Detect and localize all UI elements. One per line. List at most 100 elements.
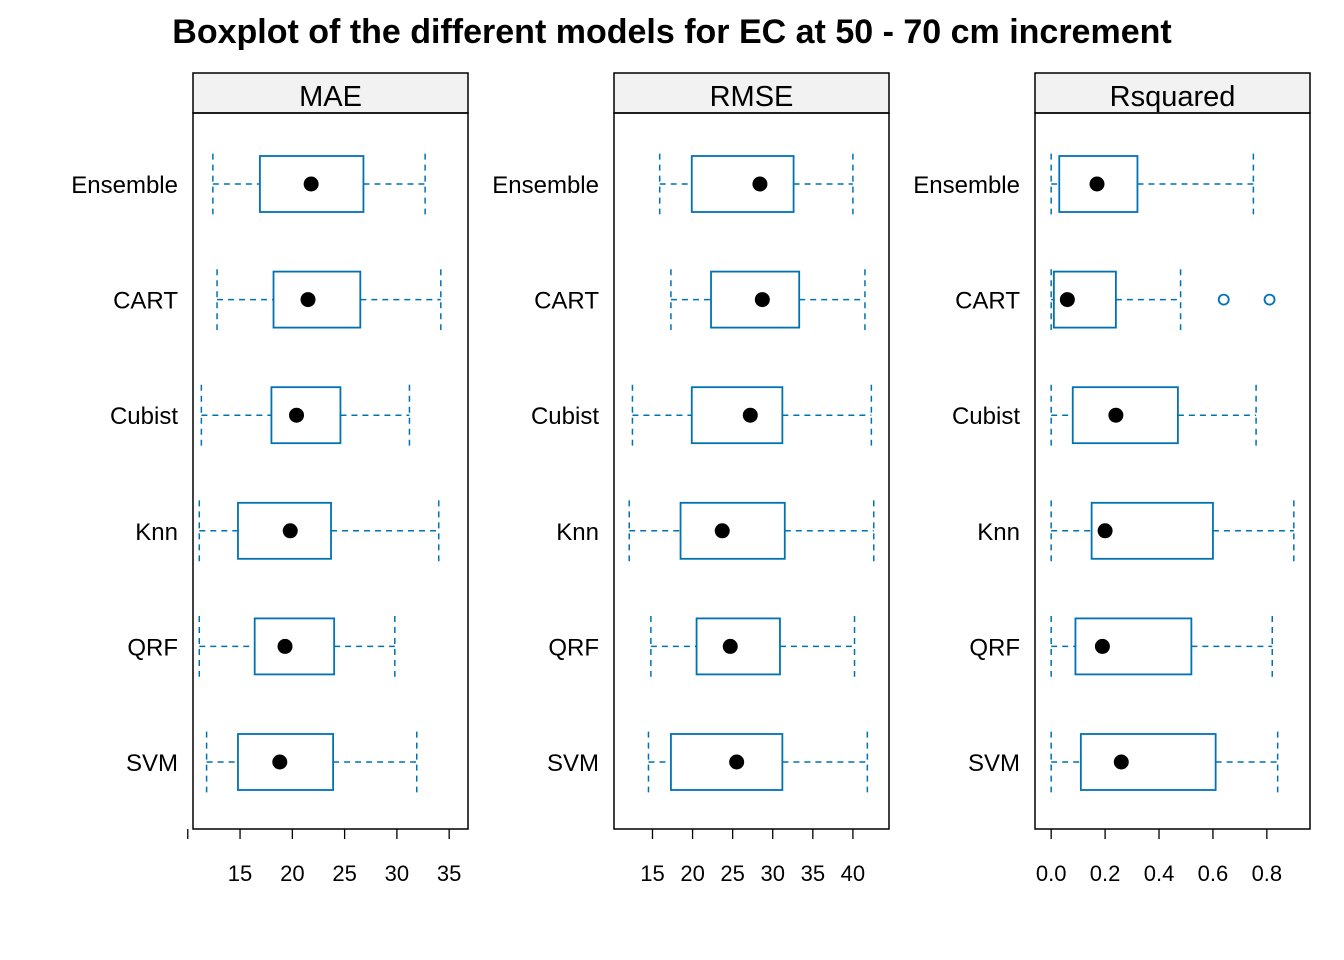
median-dot bbox=[1097, 523, 1113, 539]
category-label: Ensemble bbox=[913, 172, 1020, 199]
iqr-box bbox=[690, 155, 795, 213]
median-dot bbox=[303, 176, 319, 192]
category-label: Cubist bbox=[110, 403, 178, 430]
box-cubist: Cubist bbox=[952, 384, 1257, 446]
median-dot bbox=[729, 754, 745, 770]
iqr-box bbox=[679, 501, 786, 560]
x-tick-label: 15 bbox=[228, 861, 252, 886]
median-dot bbox=[742, 407, 758, 423]
box-qrf: QRF bbox=[969, 616, 1274, 677]
panel-frame bbox=[1034, 112, 1311, 830]
x-tick-label: 40 bbox=[841, 861, 865, 886]
panel-rmse: RMSE 15 20 25 30 35 40 Ensemble CART Cubist Knn QRF… bbox=[492, 72, 890, 886]
x-tick-label: 0.8 bbox=[1252, 861, 1283, 886]
median-dot bbox=[722, 638, 738, 654]
box-cart: CART bbox=[534, 269, 866, 330]
x-tick-label: 25 bbox=[720, 861, 744, 886]
category-label: SVM bbox=[126, 750, 178, 777]
median-dot bbox=[1089, 176, 1105, 192]
category-label: Knn bbox=[977, 519, 1020, 546]
iqr-box bbox=[670, 733, 784, 791]
box-svm: SVM bbox=[547, 731, 869, 793]
median-dot bbox=[754, 292, 770, 308]
box-cubist: Cubist bbox=[110, 384, 411, 446]
iqr-box bbox=[259, 155, 365, 213]
box-qrf: QRF bbox=[127, 616, 396, 677]
x-tick-label: 0.4 bbox=[1144, 861, 1175, 886]
median-dot bbox=[277, 638, 293, 654]
median-dot bbox=[714, 523, 730, 539]
box-knn: Knn bbox=[135, 500, 440, 562]
box-knn: Knn bbox=[556, 500, 875, 562]
box-qrf: QRF bbox=[548, 616, 856, 677]
x-tick-label: 25 bbox=[332, 861, 356, 886]
category-label: SVM bbox=[547, 750, 599, 777]
box-cubist: Cubist bbox=[531, 384, 873, 446]
x-tick-label: 0.0 bbox=[1036, 861, 1067, 886]
iqr-box bbox=[270, 386, 342, 445]
chart-title: Boxplot of the different models for EC a… bbox=[172, 13, 1171, 51]
iqr-box bbox=[1090, 501, 1214, 560]
median-dot bbox=[1108, 407, 1124, 423]
iqr-box bbox=[272, 270, 362, 329]
iqr-box bbox=[1079, 733, 1217, 791]
iqr-box bbox=[1074, 617, 1193, 676]
x-tick-label: 35 bbox=[801, 861, 825, 886]
iqr-box bbox=[710, 270, 801, 329]
category-label: Cubist bbox=[952, 403, 1020, 430]
category-label: SVM bbox=[968, 750, 1020, 777]
median-dot bbox=[1059, 292, 1075, 308]
category-label: Ensemble bbox=[71, 172, 178, 199]
panels-group: MAE 15 20 25 30 35 Ensemble CART Cubist Knn QRF SVM… bbox=[71, 72, 1311, 886]
box-knn: Knn bbox=[977, 500, 1295, 562]
x-tick-label: 15 bbox=[640, 861, 664, 886]
category-label: QRF bbox=[127, 634, 178, 661]
category-label: QRF bbox=[548, 634, 599, 661]
box-cart: CART bbox=[955, 269, 1276, 330]
panel-mae: MAE 15 20 25 30 35 Ensemble CART Cubist Knn QRF SVM bbox=[71, 72, 469, 886]
box-cart: CART bbox=[113, 269, 442, 330]
category-label: Knn bbox=[556, 519, 599, 546]
x-tick-label: 20 bbox=[680, 861, 704, 886]
category-label: Ensemble bbox=[492, 172, 599, 199]
box-ensemble: Ensemble bbox=[71, 153, 426, 215]
x-tick-label: 30 bbox=[761, 861, 785, 886]
x-tick-label: 30 bbox=[385, 861, 409, 886]
category-label: CART bbox=[534, 288, 599, 315]
category-label: CART bbox=[955, 288, 1020, 315]
iqr-box bbox=[1052, 270, 1117, 329]
panel-rsquared: Rsquared 0.0 0.2 0.4 0.6 0.8 Ensemble CART Cubis… bbox=[913, 72, 1311, 886]
panel-frame bbox=[613, 112, 890, 830]
iqr-box bbox=[237, 733, 335, 791]
strip-header bbox=[192, 72, 469, 114]
box-svm: SVM bbox=[968, 731, 1279, 793]
box-ensemble: Ensemble bbox=[913, 153, 1255, 215]
strip-label: Rsquared bbox=[1110, 81, 1236, 113]
iqr-box bbox=[690, 386, 784, 445]
strip-label: MAE bbox=[299, 81, 362, 113]
category-label: Knn bbox=[135, 519, 178, 546]
x-tick-label: 20 bbox=[280, 861, 304, 886]
median-dot bbox=[282, 523, 298, 539]
median-dot bbox=[272, 754, 288, 770]
iqr-box bbox=[1058, 155, 1139, 213]
median-dot bbox=[1113, 754, 1129, 770]
median-dot bbox=[289, 407, 305, 423]
median-dot bbox=[752, 176, 768, 192]
category-label: QRF bbox=[969, 634, 1020, 661]
iqr-box bbox=[237, 501, 332, 560]
outlier-point bbox=[1263, 293, 1276, 306]
x-tick-label: 0.2 bbox=[1090, 861, 1121, 886]
strip-label: RMSE bbox=[710, 81, 794, 113]
median-dot bbox=[1094, 638, 1110, 654]
box-svm: SVM bbox=[126, 731, 418, 793]
iqr-box bbox=[695, 617, 781, 676]
category-label: CART bbox=[113, 288, 178, 315]
panel-frame bbox=[192, 112, 469, 830]
x-tick-label: 35 bbox=[437, 861, 461, 886]
outlier-point bbox=[1217, 293, 1230, 306]
iqr-box bbox=[1071, 386, 1179, 445]
box-ensemble: Ensemble bbox=[492, 153, 854, 215]
category-label: Cubist bbox=[531, 403, 599, 430]
